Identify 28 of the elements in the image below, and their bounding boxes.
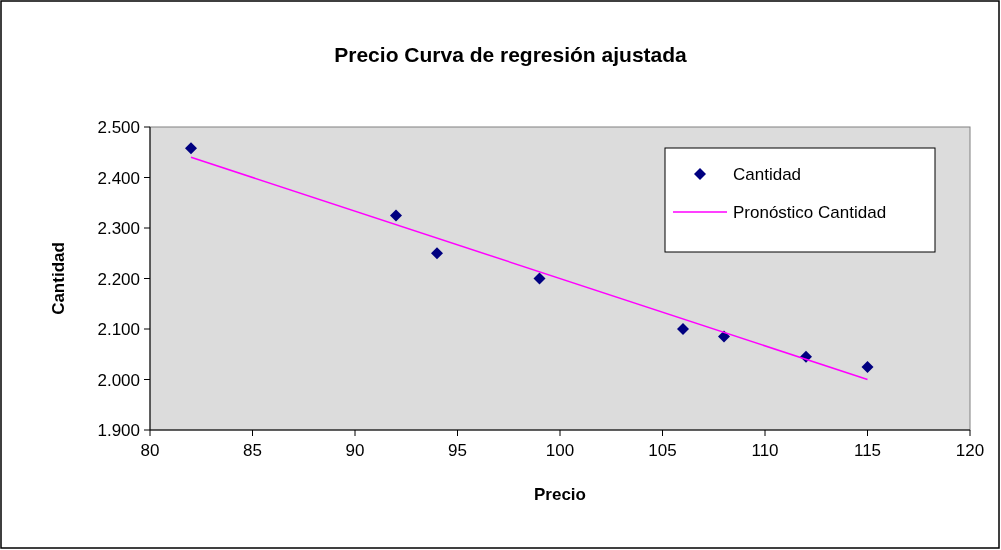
x-tick-label: 110 bbox=[751, 441, 779, 460]
y-tick-label: 2.200 bbox=[97, 269, 140, 289]
y-tick-label: 2.100 bbox=[97, 320, 140, 339]
y-tick-label: 2.500 bbox=[97, 118, 140, 137]
point bbox=[861, 360, 874, 373]
point bbox=[718, 330, 730, 343]
x-tick-label: 80 bbox=[140, 441, 160, 460]
x-tick-label: 115 bbox=[853, 441, 882, 460]
legend-label: Pronóstico Cantidad bbox=[733, 203, 887, 222]
y-tick-label: 2.400 bbox=[97, 168, 140, 188]
x-tick-label: 105 bbox=[648, 441, 677, 460]
legend-label: Cantidad bbox=[733, 165, 802, 184]
x-tick-label: 90 bbox=[345, 441, 365, 460]
point bbox=[431, 247, 443, 260]
x-tick-label: 85 bbox=[243, 441, 262, 460]
chart-title: Precio Curva de regresión ajustada bbox=[334, 43, 688, 66]
y-axis-title: Cantidad bbox=[49, 242, 68, 315]
x-tick-label: 120 bbox=[955, 441, 985, 460]
point bbox=[533, 272, 546, 285]
x-axis-title: Precio bbox=[534, 485, 586, 504]
point bbox=[677, 323, 689, 335]
x-tick-label: 100 bbox=[545, 441, 575, 460]
point bbox=[390, 209, 402, 222]
y-tick-label: 2.000 bbox=[97, 370, 140, 390]
point bbox=[185, 142, 197, 155]
y-tick-label: 2.300 bbox=[97, 219, 140, 238]
y-tick-label: 1.900 bbox=[97, 421, 140, 440]
x-tick-label: 95 bbox=[448, 441, 467, 460]
